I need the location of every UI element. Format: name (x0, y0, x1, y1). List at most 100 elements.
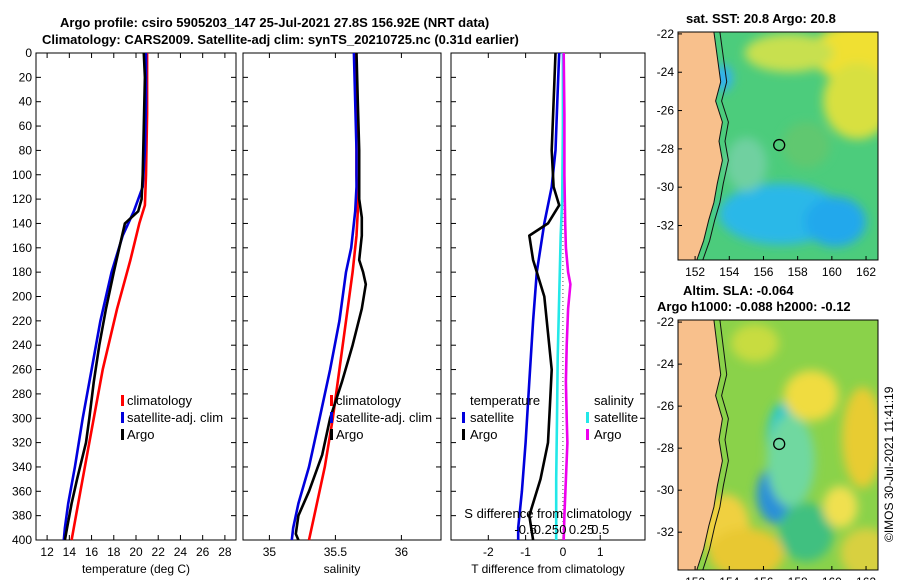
x-tick-label: 162 (856, 575, 876, 580)
y-tick-label: 280 (12, 387, 32, 401)
header-line2: Climatology: CARS2009. Satellite-adj cli… (42, 32, 519, 47)
y-tick-label: -26 (657, 104, 675, 118)
y-tick-label: 400 (12, 533, 32, 547)
sla-map: 152 154 156 158 160 162 -22 -24 -26 -28 -30 -32 (657, 315, 879, 580)
x-tick-label: 152 (685, 575, 705, 580)
shelf-contour (702, 320, 729, 570)
legend-label: temperature (470, 393, 540, 408)
x-tick-label: 158 (788, 575, 808, 580)
profile-panel-1: 12 14 16 18 20 22 24 26 280204060801001201401601… (12, 46, 237, 576)
x-axis-label: temperature (deg C) (82, 562, 190, 576)
y-tick-label: -30 (657, 483, 675, 497)
anomaly-blob (842, 387, 878, 489)
x-tick-label: 18 (107, 545, 121, 559)
x-tick-label: 35.5 (324, 545, 348, 559)
x-tick-label: 156 (753, 265, 773, 279)
x-tick-label: 24 (174, 545, 188, 559)
x-tick-label: 20 (129, 545, 143, 559)
anomaly-blob (778, 502, 834, 562)
anomaly-blob (708, 527, 784, 570)
shelf-contour (702, 32, 729, 260)
series-climatology (70, 53, 149, 541)
anomaly-blob (725, 137, 767, 192)
sla-map-title-line1: Altim. SLA: -0.064 (683, 283, 794, 298)
legend-label: Argo (127, 427, 154, 442)
series-salinity-argo (562, 52, 572, 541)
secondary-tick-label: -0.5 (514, 522, 536, 537)
y-tick-label: -32 (657, 525, 675, 539)
legend-swatch (462, 412, 465, 423)
x-axis-label: salinity (324, 562, 361, 576)
legend-swatch (121, 395, 124, 406)
secondary-axis-label: S difference from climatology (464, 506, 632, 521)
y-tick-label: 240 (12, 338, 32, 352)
x-tick-label: 162 (856, 265, 876, 279)
y-tick-label: -32 (657, 219, 675, 233)
legend-swatch (462, 429, 465, 440)
x-tick-label: 36 (395, 545, 409, 559)
y-tick-label: -26 (657, 399, 675, 413)
legend-label: Argo (470, 427, 497, 442)
legend-swatch (586, 412, 589, 423)
y-tick-label: 200 (12, 290, 32, 304)
legend-label: Argo (594, 427, 621, 442)
y-tick-label: 340 (12, 460, 32, 474)
series-argo (63, 52, 147, 541)
y-tick-label: 360 (12, 484, 32, 498)
legend-label: salinity (594, 393, 634, 408)
y-tick-label: 0 (25, 46, 32, 60)
y-tick-label: 300 (12, 411, 32, 425)
x-tick-label: 158 (788, 265, 808, 279)
x-tick-label: 160 (822, 265, 842, 279)
sst-map-title: sat. SST: 20.8 Argo: 20.8 (686, 11, 836, 26)
map-field (678, 320, 878, 570)
y-tick-label: 160 (12, 241, 32, 255)
sst-map: 152 154 156 158 160 162 -22 -24 -26 -28 -30 -32 (657, 27, 879, 279)
legend-swatch (330, 395, 333, 406)
series-salinity-satellite (554, 53, 565, 540)
series-temperature-argo (527, 52, 561, 541)
legend-label: climatology (336, 393, 402, 408)
y-tick-label: 120 (12, 192, 32, 206)
field-anomalies (712, 32, 878, 247)
legend-swatch (121, 412, 124, 423)
series-satellite-adj-clim (290, 52, 358, 541)
field-anomalies (701, 324, 878, 570)
argo-location-marker (773, 138, 786, 152)
x-tick-label: 26 (196, 545, 210, 559)
x-tick-label: 156 (753, 575, 773, 580)
y-tick-label: 40 (19, 95, 33, 109)
legend-label: satellite-adj. clim (127, 410, 223, 425)
profile-panel-2: 35 35.5 36 salinity climatology satellite-adj… (242, 52, 442, 576)
legend-label: satellite (594, 410, 638, 425)
y-tick-label: 20 (19, 70, 33, 84)
y-tick-label: 80 (19, 143, 33, 157)
secondary-tick-label: -0.25 (529, 522, 559, 537)
y-tick-label: -30 (657, 180, 675, 194)
land-mass (678, 320, 723, 570)
x-tick-label: 0 (560, 545, 567, 559)
secondary-tick-label: 0.25 (569, 522, 594, 537)
anomaly-blob (730, 324, 779, 363)
y-tick-label: 260 (12, 363, 32, 377)
legend-label: satellite (470, 410, 514, 425)
legend-swatch (121, 429, 124, 440)
x-axis-label: T difference from climatology (471, 562, 625, 576)
y-tick-label: 220 (12, 314, 32, 328)
x-tick-label: 12 (40, 545, 54, 559)
secondary-tick-label: 0 (559, 522, 566, 537)
legend-label: climatology (127, 393, 193, 408)
x-tick-label: -2 (483, 545, 494, 559)
anomaly-blob (823, 62, 878, 140)
x-tick-label: 28 (218, 545, 232, 559)
anomaly-blob (744, 33, 834, 73)
header-line1: Argo profile: csiro 5905203_147 25-Jul-2… (60, 15, 490, 30)
x-tick-label: 14 (63, 545, 77, 559)
y-tick-label: 140 (12, 216, 32, 230)
y-tick-label: -24 (657, 357, 675, 371)
x-tick-label: 160 (822, 575, 842, 580)
y-tick-label: 320 (12, 436, 32, 450)
plot-frame (35, 52, 237, 541)
anomaly-blob (766, 414, 815, 507)
series-argo (294, 52, 368, 541)
